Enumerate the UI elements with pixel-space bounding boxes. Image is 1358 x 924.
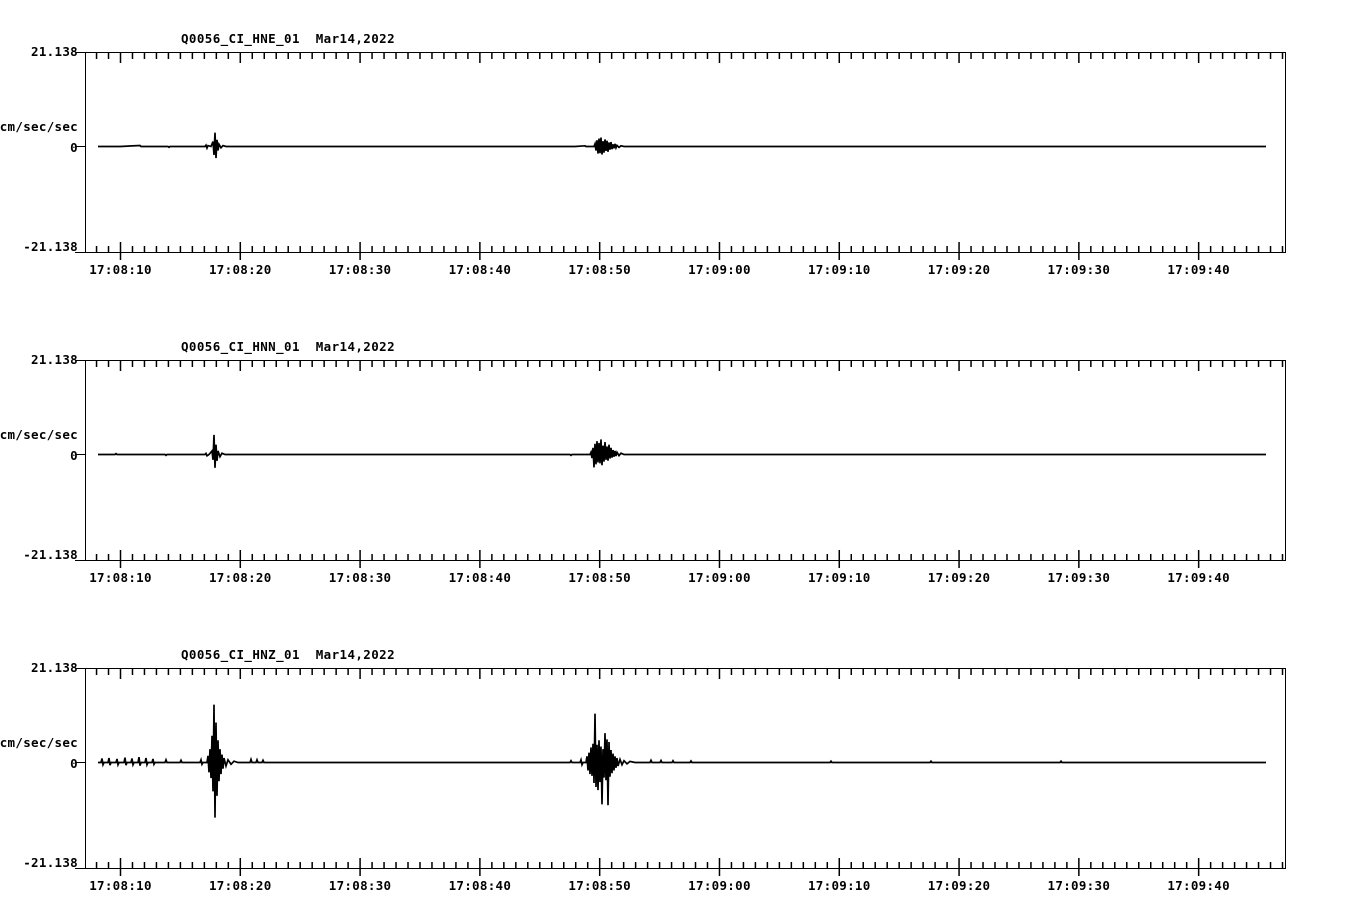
x-axis-tick-label: 17:09:30 [1047, 262, 1111, 277]
x-axis-tick-label: 17:09:00 [688, 570, 751, 585]
y-axis-max-label-hnz: 21.138 [31, 660, 78, 675]
y-tick-min-hnn [75, 560, 87, 561]
x-axis-labels-hne: 17:08:10 17:08:20 17:08:30 17:08:40 17:08:50… [0, 262, 1358, 284]
x-axis-tick-label: 17:08:10 [89, 878, 152, 893]
y-axis-max-label-hne: 21.138 [31, 44, 78, 59]
x-axis-labels-hnz: 17:08:10 17:08:20 17:08:30 17:08:40 17:08:50… [0, 878, 1358, 900]
y-tick-max-hnz [75, 668, 87, 669]
x-axis-tick-label: 17:08:50 [568, 878, 631, 893]
x-axis-tick-label: 17:09:00 [688, 878, 751, 893]
x-axis-tick-label: 17:09:40 [1167, 878, 1230, 893]
x-axis-tick-label: 17:09:20 [927, 878, 991, 893]
seismogram-panel-hne: Q0056_CI_HNE_01 Mar14,2022 21.138 cm/sec… [0, 0, 1358, 300]
x-axis-tick-label: 17:09:10 [807, 570, 871, 585]
y-axis-labels-hnn: 21.138 cm/sec/sec 0 -21.138 [0, 308, 78, 608]
x-axis-tick-label: 17:09:20 [927, 570, 991, 585]
x-axis-tick-label: 17:08:10 [89, 570, 152, 585]
panel-title-hnn: Q0056_CI_HNN_01 Mar14,2022 [181, 339, 395, 354]
plot-frame-hnz [85, 668, 1286, 869]
x-axis-tick-label: 17:08:20 [208, 570, 272, 585]
seismogram-panel-hnz: Q0056_CI_HNZ_01 Mar14,2022 21.138 cm/sec… [0, 616, 1358, 916]
y-tick-zero-hne [75, 146, 87, 147]
y-axis-max-label-hnn: 21.138 [31, 352, 78, 367]
y-tick-zero-hnz [75, 762, 87, 763]
x-axis-tick-label: 17:09:30 [1047, 878, 1111, 893]
y-axis-min-label-hne: -21.138 [23, 239, 78, 254]
y-axis-zero-label-hnn: 0 [70, 448, 78, 463]
x-axis-tick-label: 17:08:20 [208, 878, 272, 893]
y-axis-zero-label-hne: 0 [70, 140, 78, 155]
y-axis-min-label-hnz: -21.138 [23, 855, 78, 870]
y-axis-units-label-hnn: cm/sec/sec [0, 427, 78, 442]
panel-title-hnz: Q0056_CI_HNZ_01 Mar14,2022 [181, 647, 395, 662]
x-axis-tick-label: 17:08:20 [208, 262, 272, 277]
plot-frame-hne [85, 52, 1286, 253]
x-axis-labels-hnn: 17:08:10 17:08:20 17:08:30 17:08:40 17:08:50… [0, 570, 1358, 592]
x-axis-tick-label: 17:08:40 [448, 878, 512, 893]
seismogram-panel-hnn: Q0056_CI_HNN_01 Mar14,2022 21.138 cm/sec… [0, 308, 1358, 608]
y-tick-max-hne [75, 52, 87, 53]
x-axis-tick-label: 17:09:10 [807, 878, 871, 893]
x-axis-tick-label: 17:08:30 [328, 262, 392, 277]
y-tick-min-hne [75, 252, 87, 253]
plot-frame-hnn [85, 360, 1286, 561]
y-axis-labels-hnz: 21.138 cm/sec/sec 0 -21.138 [0, 616, 78, 916]
x-axis-tick-label: 17:08:50 [568, 570, 631, 585]
x-axis-tick-label: 17:09:10 [807, 262, 871, 277]
x-axis-tick-label: 17:08:40 [448, 262, 512, 277]
y-tick-min-hnz [75, 868, 87, 869]
y-axis-zero-label-hnz: 0 [70, 756, 78, 771]
y-tick-max-hnn [75, 360, 87, 361]
y-axis-units-label-hne: cm/sec/sec [0, 119, 78, 134]
x-axis-tick-label: 17:08:30 [328, 878, 392, 893]
y-axis-labels-hne: 21.138 cm/sec/sec 0 -21.138 [0, 0, 78, 300]
x-axis-tick-label: 17:08:30 [328, 570, 392, 585]
x-axis-tick-label: 17:09:00 [688, 262, 751, 277]
y-tick-zero-hnn [75, 454, 87, 455]
x-axis-tick-label: 17:09:20 [927, 262, 991, 277]
y-axis-units-label-hnz: cm/sec/sec [0, 735, 78, 750]
x-axis-tick-label: 17:08:50 [568, 262, 631, 277]
x-axis-tick-label: 17:09:40 [1167, 262, 1230, 277]
panel-title-hne: Q0056_CI_HNE_01 Mar14,2022 [181, 31, 395, 46]
x-axis-tick-label: 17:08:40 [448, 570, 512, 585]
x-axis-tick-label: 17:08:10 [89, 262, 152, 277]
y-axis-min-label-hnn: -21.138 [23, 547, 78, 562]
x-axis-tick-label: 17:09:30 [1047, 570, 1111, 585]
x-axis-tick-label: 17:09:40 [1167, 570, 1230, 585]
